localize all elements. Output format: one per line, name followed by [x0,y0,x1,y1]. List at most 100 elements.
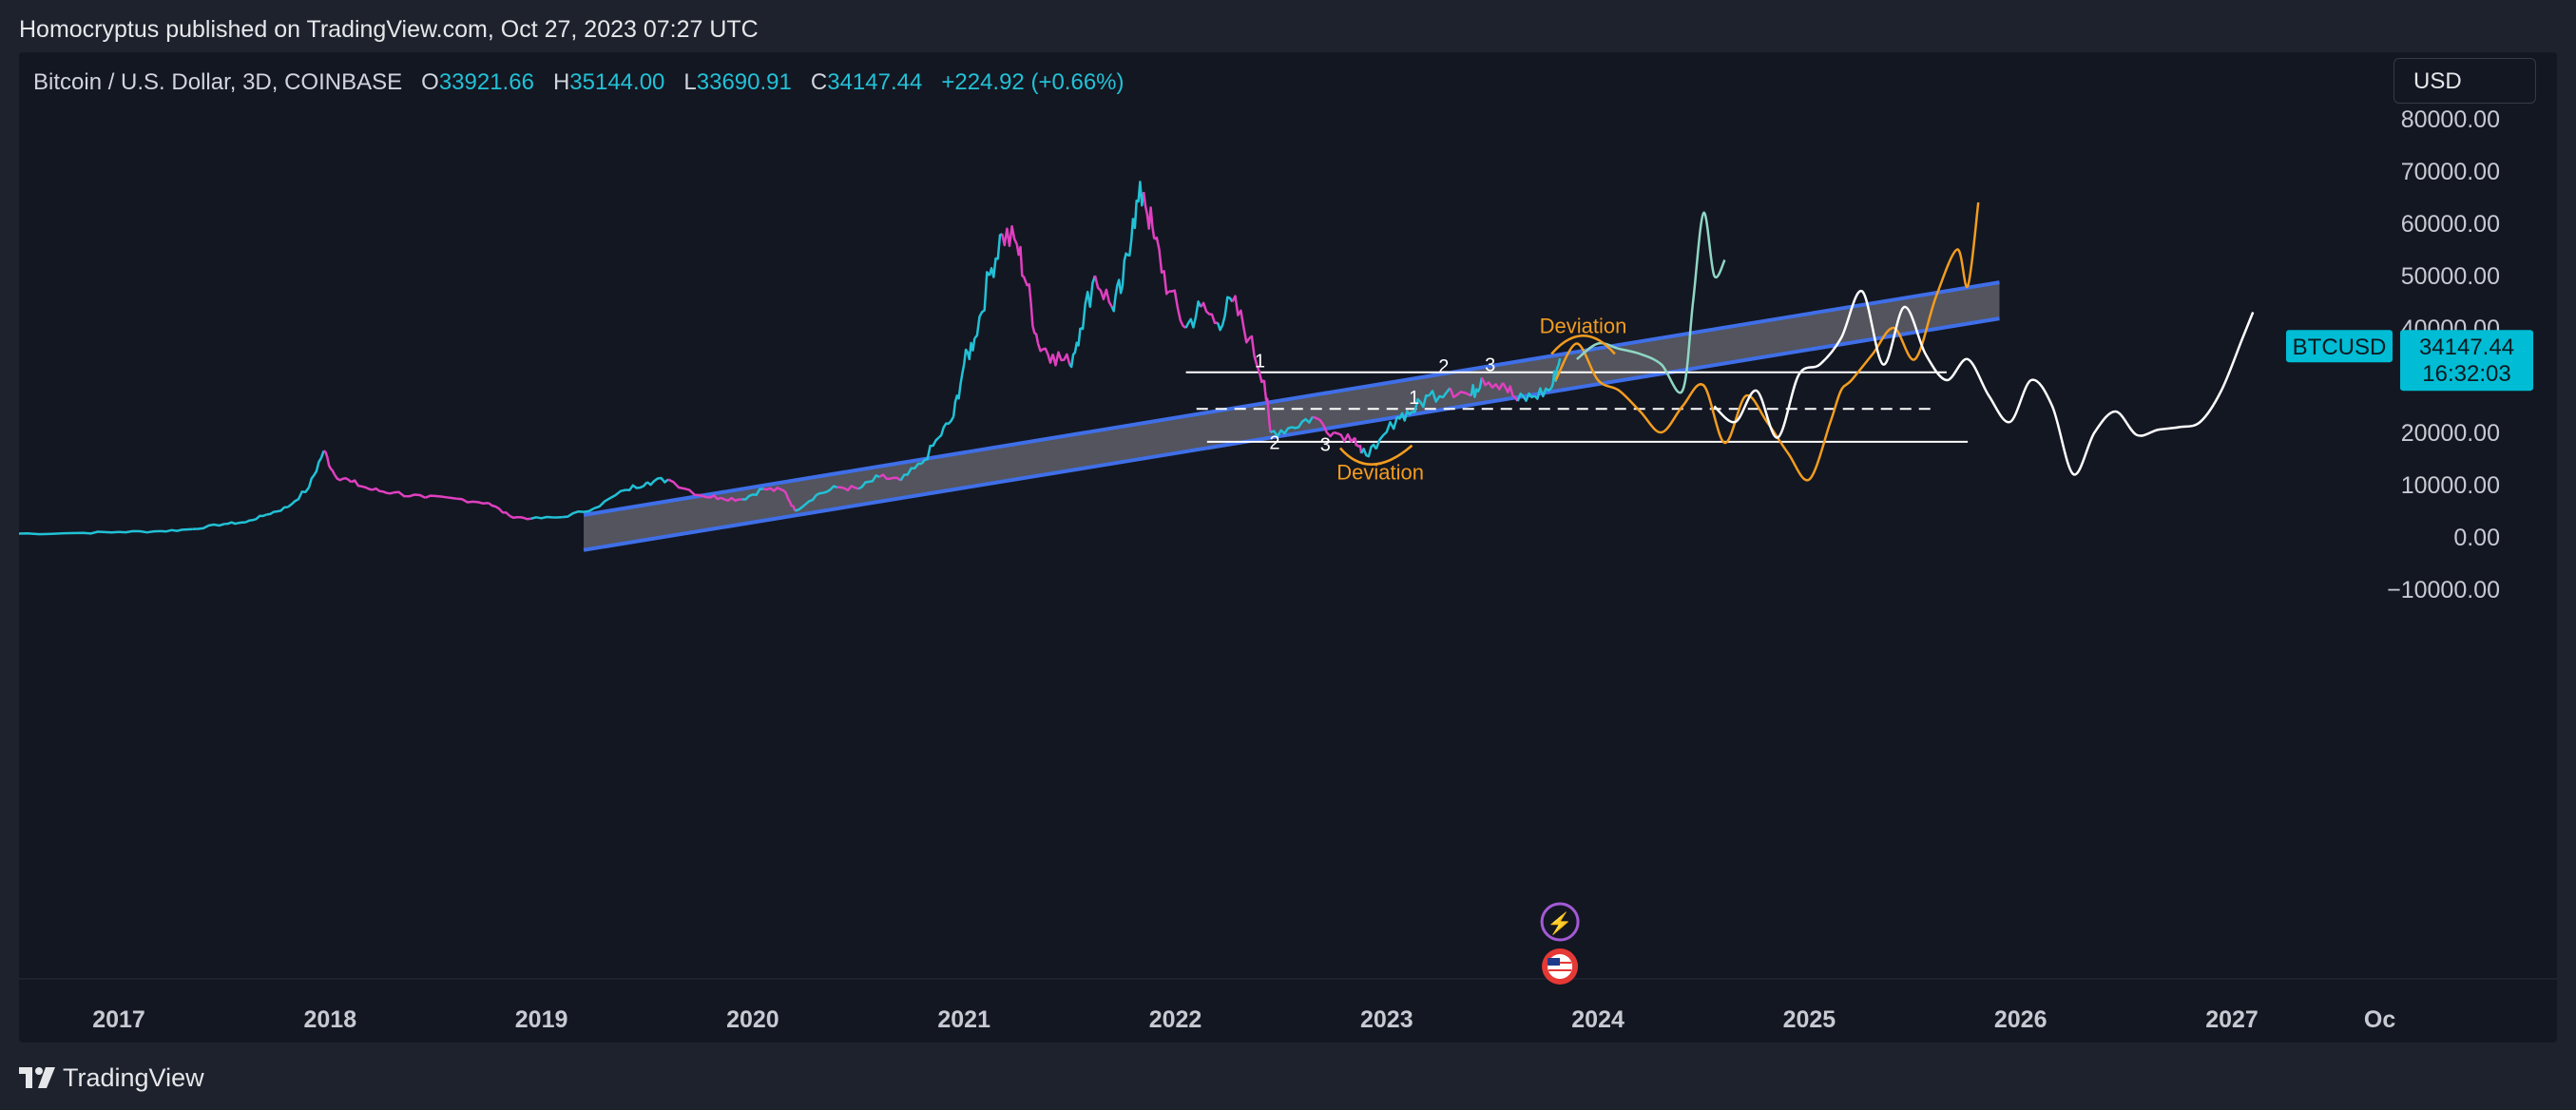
wave-count-label: 3 [1320,434,1331,455]
y-tick-label: 10000.00 [2401,472,2500,499]
deviation-arc-top [1550,335,1616,355]
projection-orange-line[interactable] [1554,201,1980,482]
price-segment [224,521,246,526]
price-segment [1291,415,1315,430]
price-segment [1533,387,1553,400]
price-segment [836,485,859,492]
wave-count-label: 1 [1409,388,1419,409]
price-segment [937,415,955,439]
wave-count-label: 1 [1255,351,1265,372]
price-segment [899,462,922,482]
channel-lower-line[interactable] [583,316,2000,552]
price-segment [19,531,77,536]
price-segment [1110,278,1125,313]
price-segment [76,530,120,535]
price-segment [1184,300,1202,329]
x-tick-label: 2019 [515,1006,568,1033]
projection-white-line[interactable] [1713,290,2255,476]
symbol-tag-bg [2286,330,2393,363]
price-segment [530,515,563,521]
deviation-label: Deviation [1540,315,1627,338]
lightning-glyph: ⚡ [1547,911,1572,936]
price-segment [741,488,764,501]
x-tick-label: 2026 [1994,1006,2047,1033]
x-tick-label: 2024 [1571,1006,1624,1033]
symbol-legend: Bitcoin / U.S. Dollar, 3D, COINBASE O339… [33,67,1125,99]
price-segment [952,364,966,417]
x-tick-label: 2025 [1783,1006,1836,1033]
chart-pane[interactable]: Bitcoin / U.S. Dollar, 3D, COINBASE O339… [19,52,2557,1043]
price-segment [1360,443,1377,458]
high-label: H [552,69,570,95]
channel-upper-line[interactable] [583,280,2000,517]
price-segment [1516,392,1535,402]
symbol-tag-label: BTCUSD [2293,335,2387,360]
price-segment [1153,236,1170,296]
low-label: L [683,69,697,95]
price-segment [350,479,374,491]
close-value: 34147.44 [827,69,923,95]
price-segment [1428,387,1451,403]
price-segment [962,337,976,365]
price-segment [1502,382,1519,402]
price-segment [287,487,311,508]
y-tick-label: 0.00 [2453,525,2500,551]
bar-countdown-label: 16:32:03 [2422,361,2510,387]
price-segment [1026,282,1040,344]
lightning-event-icon[interactable] [1540,902,1580,942]
price-segment [625,481,648,492]
price-segment [1480,376,1505,391]
price-segment [1168,289,1187,330]
price-segment [509,514,531,521]
open-value: 33921.66 [438,69,534,95]
price-segment [857,474,880,490]
last-price-tag-bg [2400,330,2533,392]
price-segment [1036,343,1054,364]
price-segment [333,473,353,484]
price-segment [988,232,1003,278]
x-tick-label: 2018 [303,1006,356,1033]
us-flag-inner [1548,954,1573,979]
price-segment [762,487,785,492]
publish-info: Homocryptus published on TradingView.com… [19,13,759,46]
currency-button[interactable]: USD [2393,58,2536,104]
price-segment [1131,181,1145,230]
price-segment [699,493,722,501]
wave-count-label: 3 [1485,355,1495,376]
price-segment [920,436,940,465]
deviation-label: Deviation [1336,461,1424,485]
price-chart[interactable]: 80000.0070000.0060000.0050000.0040000.00… [19,52,2557,1043]
brand-name: TradingView [63,1062,204,1092]
open-label: O [421,69,439,95]
price-segment [1449,387,1472,399]
price-segment [973,271,990,339]
high-value: 35144.00 [569,69,665,95]
footer-brand[interactable]: TradingView [19,1059,204,1097]
price-segment [721,496,742,503]
symbol-title[interactable]: Bitcoin / U.S. Dollar, 3D, COINBASE [33,69,403,95]
price-segment [1412,393,1430,413]
price-segment [118,529,162,534]
price-segment [266,506,288,516]
price-segment [646,476,669,487]
price-segment [1142,191,1156,239]
change-value: +224.92 (+0.66%) [941,69,1125,95]
price-segment [192,523,225,531]
price-segment [393,490,426,499]
price-segment [1550,357,1562,389]
price-segment [593,488,626,509]
price-segment [1470,377,1484,398]
projection-green-line[interactable] [1576,211,1726,394]
price-segment [1270,426,1293,438]
wave-count-label: 2 [1269,433,1279,454]
price-segment [1093,275,1113,308]
publish-text: Homocryptus published on TradingView.com… [19,16,759,43]
price-segment [1262,379,1272,433]
price-segment [322,450,336,475]
price-segment [1354,437,1363,454]
x-tick-label: 2023 [1360,1006,1413,1033]
x-tick-label: Oc [2364,1006,2395,1033]
price-segment [1080,275,1097,331]
price-segment [161,527,193,533]
price-segment [1375,416,1399,450]
